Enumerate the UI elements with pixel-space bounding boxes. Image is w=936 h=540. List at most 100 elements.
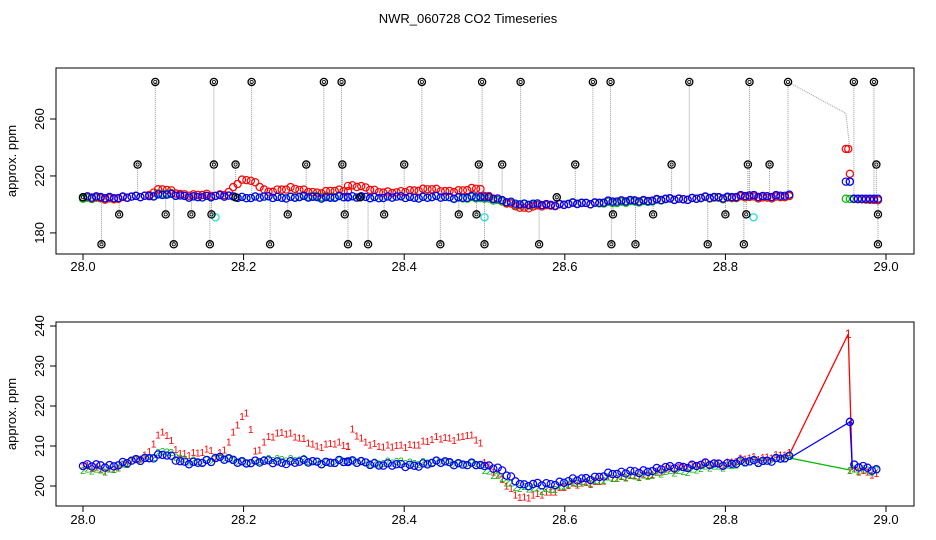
blue-point xyxy=(251,456,260,465)
blue-point xyxy=(321,457,331,466)
blue-point xyxy=(379,461,388,470)
red-point: 1 xyxy=(230,427,236,438)
blue-point xyxy=(858,461,868,471)
blue-point xyxy=(696,460,706,469)
outlier-point-core xyxy=(537,242,542,247)
green-point: 2 xyxy=(372,457,378,468)
red-point: 1 xyxy=(865,468,871,479)
blue-point xyxy=(387,461,397,470)
blue-point xyxy=(237,457,247,466)
blue-point xyxy=(869,194,879,203)
outlier-point-core xyxy=(875,242,880,247)
green-point: 2 xyxy=(257,457,263,468)
green-point: 2 xyxy=(199,458,205,469)
red-point: 1 xyxy=(869,471,875,482)
red-point: 1 xyxy=(495,470,501,481)
green-point: 2 xyxy=(464,461,470,472)
green-point: 2 xyxy=(495,471,501,482)
green-point: 2 xyxy=(579,477,585,488)
outlier-point xyxy=(355,193,365,202)
red-point: 1 xyxy=(460,432,466,443)
outlier-point-core xyxy=(189,212,194,217)
x-tick-label: 28.6 xyxy=(552,512,577,527)
red-point: 1 xyxy=(513,490,519,501)
green-point: 2 xyxy=(636,473,642,484)
red-point: 1 xyxy=(420,436,426,447)
blue-point xyxy=(581,473,591,483)
red-point: 1 xyxy=(292,432,298,443)
blue-point xyxy=(493,463,502,472)
red-point xyxy=(334,185,344,194)
blue-point xyxy=(626,466,635,475)
outlier-point xyxy=(783,77,793,87)
outlier-point-core xyxy=(554,195,559,200)
red-point: 1 xyxy=(698,460,704,471)
blue-point xyxy=(458,460,468,469)
red-point xyxy=(418,184,428,193)
blue-point xyxy=(599,198,608,207)
blue-point xyxy=(92,192,101,201)
blue-point xyxy=(326,458,335,467)
outlier-point-core xyxy=(687,79,692,84)
blue-point xyxy=(476,192,485,202)
blue-point xyxy=(497,466,507,475)
blue-point xyxy=(361,192,370,202)
outlier-point-core xyxy=(81,195,86,200)
blue-point xyxy=(520,480,529,489)
cyan-point xyxy=(480,212,489,222)
blue-point xyxy=(405,460,415,469)
green-point: 2 xyxy=(694,465,700,476)
blue-point xyxy=(705,460,714,470)
red-point: 1 xyxy=(89,464,95,475)
green-point: 2 xyxy=(552,485,558,496)
outlier-point xyxy=(873,240,883,249)
blue-point xyxy=(423,460,432,469)
outlier-point-core xyxy=(456,212,461,217)
blue-point xyxy=(352,458,362,468)
outlier-point-core xyxy=(500,162,505,167)
blue-point xyxy=(392,460,401,469)
blue-point xyxy=(639,195,648,205)
blue-point xyxy=(608,197,617,206)
outlier-point xyxy=(570,160,580,169)
blue-point xyxy=(515,200,525,209)
outlier-point xyxy=(231,160,240,169)
green-point: 2 xyxy=(420,457,426,468)
blue-point xyxy=(370,192,379,202)
outlier-point-core xyxy=(342,212,347,217)
red-point: 1 xyxy=(632,471,638,482)
green-point: 2 xyxy=(434,456,440,467)
red-point: 1 xyxy=(151,439,157,450)
green-point: 2 xyxy=(208,458,214,469)
outlier-point-core xyxy=(669,162,674,167)
blue-point xyxy=(537,200,547,210)
green-point: 2 xyxy=(733,461,739,472)
blue-point xyxy=(867,466,877,475)
green-point: 2 xyxy=(107,465,113,476)
green-point: 2 xyxy=(442,457,448,468)
green-point: 2 xyxy=(204,455,210,466)
red-point xyxy=(844,144,853,154)
green-point: 2 xyxy=(354,458,360,469)
green-point: 2 xyxy=(513,483,519,494)
blue-point xyxy=(714,459,723,468)
cyan-point xyxy=(749,212,758,222)
blue-point xyxy=(687,193,697,203)
red-point: 1 xyxy=(442,433,448,444)
outlier-point xyxy=(340,210,350,219)
green-point: 2 xyxy=(93,464,99,475)
red-point: 1 xyxy=(557,483,563,494)
outlier-point xyxy=(319,77,329,87)
red-point: 1 xyxy=(367,441,373,452)
red-point: 1 xyxy=(747,453,753,464)
red-point: 1 xyxy=(244,409,250,420)
blue-point xyxy=(277,193,286,202)
blue-point xyxy=(533,199,542,208)
outlier-point-core xyxy=(438,242,443,247)
red-point: 1 xyxy=(142,451,148,462)
red-point: 1 xyxy=(111,465,117,476)
red-point: 1 xyxy=(266,432,272,443)
x-tick-label: 28.4 xyxy=(392,259,417,274)
blue-point xyxy=(312,457,322,466)
green-point: 2 xyxy=(619,472,625,483)
